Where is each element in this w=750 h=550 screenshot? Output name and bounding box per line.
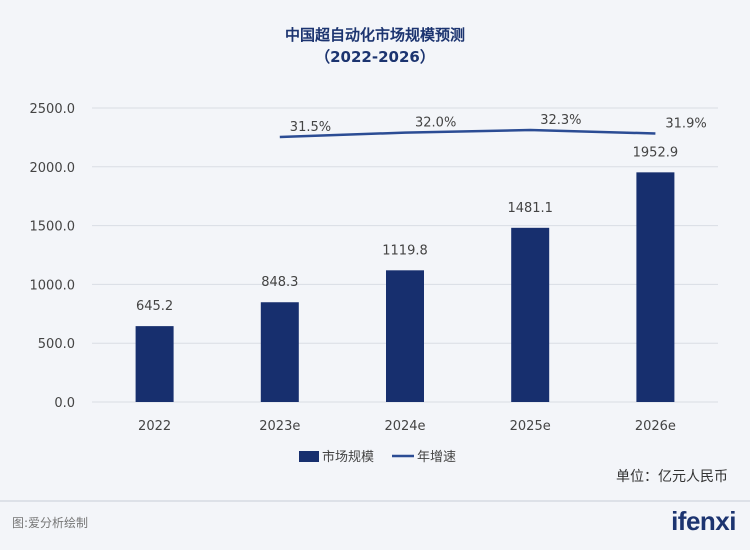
x-tick-label: 2022 — [138, 419, 171, 434]
line-data-label: 32.3% — [540, 113, 581, 128]
unit-label: 单位：亿元人民币 — [616, 469, 728, 485]
bar — [511, 227, 550, 402]
legend-line-label: 年增速 — [417, 450, 456, 465]
bar — [135, 326, 174, 402]
title-main: 中国超自动化市场规模预测 — [284, 26, 465, 44]
y-tick-label: 2500.0 — [30, 102, 76, 117]
line-data-label: 32.0% — [415, 116, 456, 131]
source-note: 图:爱分析绘制 — [12, 516, 89, 530]
chart: 0.0 500.0 1000.0 1500.0 2000.0 2500.0 2022 2023… — [30, 102, 718, 465]
y-tick-label: 0.0 — [54, 396, 75, 411]
legend-bar-swatch — [299, 451, 319, 462]
x-tick-label: 2023e — [259, 419, 300, 434]
bar-data-label: 848.3 — [261, 275, 298, 290]
line-data-label: 31.9% — [665, 117, 706, 132]
x-tick-label: 2026e — [635, 419, 676, 434]
ifenxi-logo: ifenxi — [671, 506, 736, 536]
x-tick-label: 2025e — [510, 419, 551, 434]
line-data-label: 31.5% — [290, 120, 331, 135]
bar-data-label: 1952.9 — [633, 145, 679, 160]
x-tick-label: 2024e — [384, 419, 425, 434]
bar — [260, 302, 299, 402]
growth-line — [279, 128, 656, 139]
y-tick-label: 1500.0 — [30, 220, 76, 235]
y-tick-label: 1000.0 — [30, 278, 76, 293]
title-sub: （2022-2026） — [315, 48, 435, 66]
bar — [386, 270, 424, 402]
bar-data-label: 645.2 — [136, 299, 173, 314]
divider — [0, 500, 750, 502]
legend-bar-label: 市场规模 — [322, 449, 374, 465]
y-tick-label: 500.0 — [38, 337, 75, 352]
bar — [636, 172, 675, 402]
chart-title: 中国超自动化市场规模预测 （2022-2026） — [0, 24, 750, 68]
y-tick-label: 2000.0 — [30, 161, 76, 176]
bar-data-label: 1119.8 — [382, 243, 428, 258]
bar-data-label: 1481.1 — [507, 201, 553, 216]
